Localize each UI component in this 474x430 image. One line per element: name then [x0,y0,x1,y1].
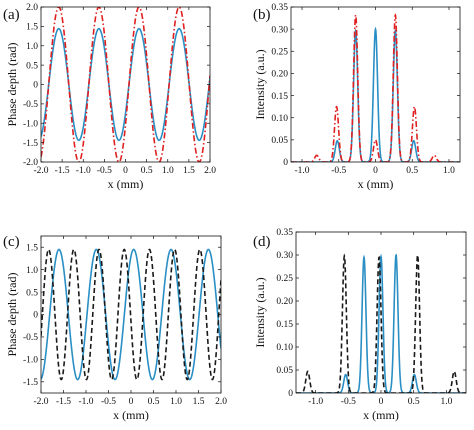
x-tick-label: 2.0 [215,397,227,407]
y-tick-label: 0.30 [271,25,288,35]
panel-1: -1.0 -0.5 0 0.5 1.0 0 0.05 0.10 0.15 0.20 0.25 0.30… [253,3,461,191]
plot-frame [40,6,211,163]
x-tick-label: 0 [379,397,384,407]
series-line-1 [41,248,221,381]
y-tick-label: -0.5 [23,333,38,343]
series-line-1 [41,7,210,162]
x-tick-label: -2.0 [33,397,48,407]
panel-label: (c) [3,234,20,250]
panel-label: (d) [253,234,271,250]
x-tick-label: -1.5 [56,397,71,407]
panel-label: (b) [253,7,271,23]
x-tick-label: 1.0 [440,397,452,407]
y-tick-label: 1.5 [26,23,38,33]
y-tick-label: 0.35 [271,3,288,13]
y-tick-label: 0 [283,158,288,168]
x-tick-label: -0.5 [341,397,356,407]
panel-0: -2.0 -1.5 -1.0 -0.5 0 0.5 1.0 1.5 2.0 -2.0 -1.5 -1.… [3,3,216,191]
y-tick-label: 0 [33,311,38,321]
x-axis-label: x (mm) [358,177,394,191]
x-axis-label: x (mm) [113,408,149,422]
y-tick-label: 0.05 [276,366,293,376]
panel-2: -2.0 -1.5 -1.0 -0.5 0 0.5 1.0 1.5 2.0 -1.5 -1.0 -0.… [3,234,227,422]
x-axis-label: x (mm) [108,177,144,191]
y-tick-label: -1.0 [23,356,38,366]
y-tick-label: 0.05 [271,136,288,146]
y-tick-label: 0.20 [276,297,293,307]
x-tick-label: 2.0 [204,166,216,176]
x-tick-label: 1.5 [183,166,195,176]
x-tick-label: 1.5 [193,397,205,407]
panel-label: (a) [3,7,20,23]
y-tick-label: 0.5 [26,61,38,71]
y-tick-label: 0.5 [26,288,38,298]
y-tick-label: 0.20 [271,70,288,80]
x-tick-label: 0.5 [141,166,153,176]
y-tick-label: 0.10 [276,343,293,353]
y-tick-label: 0 [288,389,293,399]
y-tick-label: 0.10 [271,114,288,124]
x-tick-label: -1.5 [55,166,70,176]
x-tick-label: -0.5 [101,397,116,407]
y-tick-label: 0.15 [276,320,293,330]
y-tick-label: 0 [33,81,38,91]
y-tick-label: -1.5 [23,139,38,149]
series-line-1 [296,252,466,393]
series-line-1 [291,13,460,162]
y-tick-label: -1.0 [23,119,38,129]
x-tick-label: -0.5 [97,166,112,176]
y-tick-label: 1.0 [26,266,38,276]
y-tick-label: 0.30 [276,251,293,261]
x-tick-label: 0.5 [408,397,420,407]
panel-3: -1.0 -0.5 0 0.5 1.0 0 0.05 0.10 0.15 0.20 0.25 0.30… [253,228,467,422]
x-tick-label: 0 [129,397,134,407]
y-axis-label: Phase depth (rad) [5,273,19,357]
x-tick-label: -1.0 [76,166,91,176]
x-tick-label: 0 [123,166,128,176]
x-tick-label: 1.0 [162,166,174,176]
x-tick-label: -1.0 [308,397,323,407]
x-tick-label: 1.0 [170,397,182,407]
x-tick-label: 0 [373,166,378,176]
y-tick-label: 2.0 [26,3,38,13]
y-tick-label: 0.35 [276,228,293,238]
series-line-0 [296,253,466,393]
x-tick-label: -1.0 [78,397,93,407]
x-tick-label: 0.5 [406,166,418,176]
y-tick-label: 1.0 [26,42,38,52]
x-tick-label: -1.0 [294,166,309,176]
y-tick-label: 0.15 [271,92,288,102]
y-axis-label: Intensity (a.u.) [253,49,267,119]
y-axis-label: Phase depth (rad) [5,43,19,127]
y-tick-label: 1.5 [26,243,38,253]
x-tick-label: -2.0 [33,166,48,176]
x-tick-label: 1.0 [443,166,455,176]
series-line-0 [41,248,221,381]
y-tick-label: -2.0 [23,158,38,168]
y-tick-label: 0.25 [271,47,288,57]
x-axis-label: x (mm) [363,408,399,422]
y-tick-label: 0.25 [276,274,293,284]
y-tick-label: -0.5 [23,100,38,110]
series-line-0 [291,26,460,162]
y-tick-label: -1.5 [23,378,38,388]
y-axis-label: Intensity (a.u.) [253,277,267,347]
x-tick-label: -0.5 [331,166,346,176]
x-tick-label: 0.5 [148,397,160,407]
